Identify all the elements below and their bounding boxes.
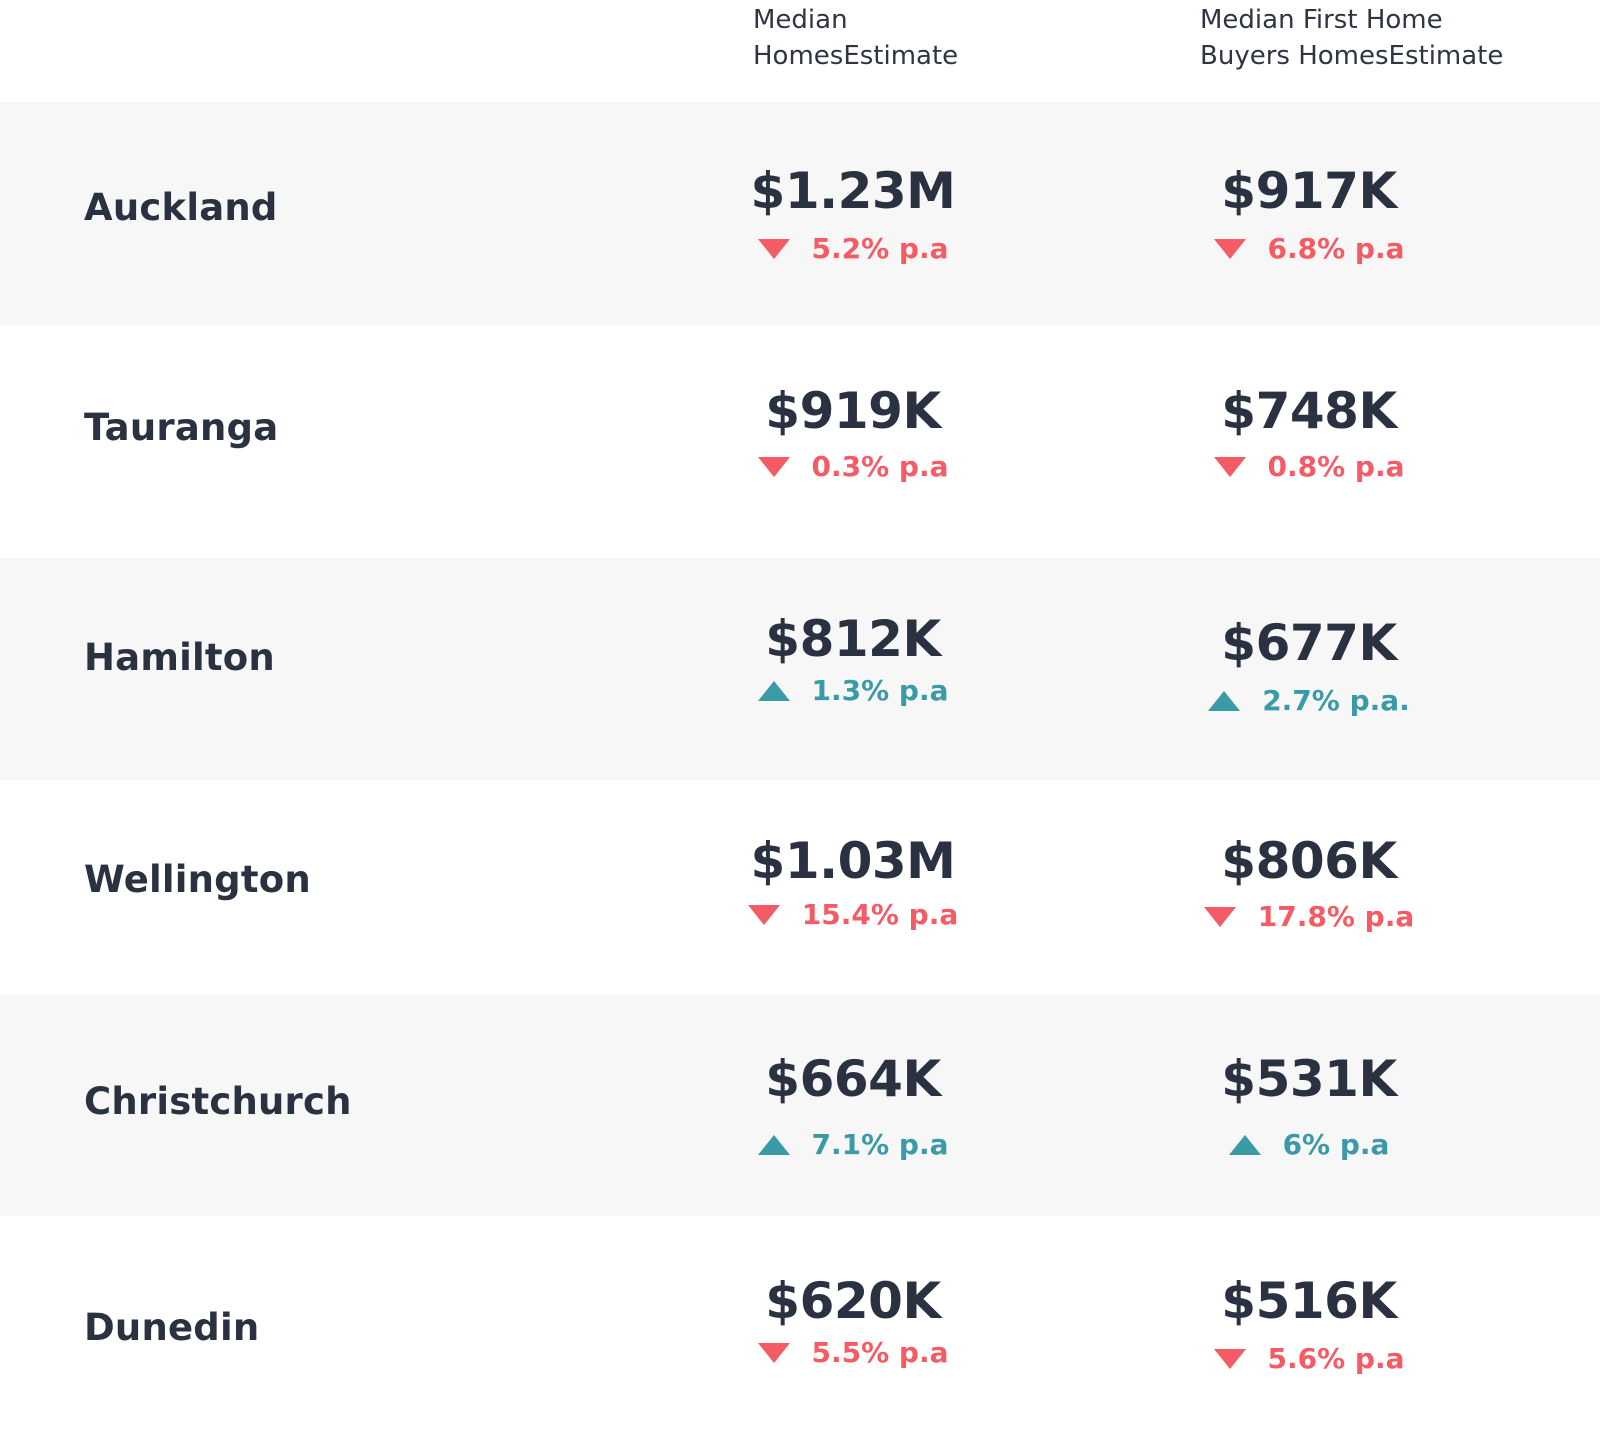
column-header-line: Buyers HomesEstimate	[1200, 41, 1504, 71]
down-triangle-icon	[1213, 456, 1246, 477]
median-change-text: 15.4% p.a	[801, 898, 959, 931]
median-change-text: 1.3% p.a	[811, 674, 949, 707]
first-home-value: $748K	[1221, 382, 1397, 440]
city-name: Dunedin	[84, 1306, 260, 1349]
city-name: Wellington	[84, 858, 311, 901]
first-home-change-text: 17.8% p.a	[1257, 900, 1415, 933]
first-home-change: 6% p.a	[1149, 1128, 1469, 1161]
median-value: $812K	[765, 610, 941, 668]
column-header-line: Median First Home	[1200, 5, 1443, 35]
first-home-change-text: 6% p.a	[1282, 1128, 1390, 1161]
median-value: $919K	[765, 382, 941, 440]
median-value: $664K	[765, 1050, 941, 1108]
first-home-change: 2.7% p.a.	[1149, 684, 1469, 717]
first-home-change: 0.8% p.a	[1149, 450, 1469, 483]
table-row-christchurch: Christchurch $664K 7.1% p.a $531K 6% p.a	[0, 994, 1600, 1216]
first-home-change: 17.8% p.a	[1149, 900, 1469, 933]
column-header-line: Median	[753, 5, 848, 35]
median-change: 0.3% p.a	[693, 450, 1013, 483]
median-change: 1.3% p.a	[693, 674, 1013, 707]
median-value: $1.03M	[750, 832, 956, 890]
first-home-value: $516K	[1221, 1272, 1397, 1330]
median-change-text: 5.5% p.a	[811, 1336, 949, 1369]
down-triangle-icon	[747, 904, 780, 925]
median-value: $620K	[765, 1272, 941, 1330]
median-change: 5.2% p.a	[693, 232, 1013, 265]
column-header-first-home-buyers-homesestimate: Median First Home Buyers HomesEstimate	[1200, 2, 1503, 74]
city-name: Christchurch	[84, 1080, 352, 1123]
first-home-value: $806K	[1221, 832, 1397, 890]
median-change-text: 5.2% p.a	[811, 232, 949, 265]
first-home-value: $917K	[1221, 162, 1397, 220]
median-value: $1.23M	[750, 162, 956, 220]
city-name: Auckland	[84, 186, 278, 229]
up-triangle-icon	[1228, 1134, 1261, 1155]
first-home-value: $531K	[1221, 1050, 1397, 1108]
table-row-tauranga: Tauranga $919K 0.3% p.a $748K 0.8% p.a	[0, 326, 1600, 558]
up-triangle-icon	[1208, 690, 1241, 711]
table-row-wellington: Wellington $1.03M 15.4% p.a $806K 17.8% …	[0, 780, 1600, 994]
table-row-hamilton: Hamilton $812K 1.3% p.a $677K 2.7% p.a.	[0, 558, 1600, 780]
down-triangle-icon	[1213, 1348, 1246, 1369]
city-name: Tauranga	[84, 406, 279, 449]
median-change: 15.4% p.a	[693, 898, 1013, 931]
city-name: Hamilton	[84, 636, 275, 679]
first-home-value: $677K	[1221, 614, 1397, 672]
table-header: Median HomesEstimate Median First Home B…	[0, 0, 1600, 102]
column-header-line: HomesEstimate	[753, 41, 959, 71]
median-change-text: 0.3% p.a	[811, 450, 949, 483]
table-row-dunedin: Dunedin $620K 5.5% p.a $516K 5.6% p.a	[0, 1216, 1600, 1439]
up-triangle-icon	[757, 1134, 790, 1155]
down-triangle-icon	[757, 456, 790, 477]
first-home-change: 5.6% p.a	[1149, 1342, 1469, 1375]
first-home-change-text: 5.6% p.a	[1267, 1342, 1405, 1375]
first-home-change-text: 6.8% p.a	[1267, 232, 1405, 265]
down-triangle-icon	[1213, 238, 1246, 259]
table-row-auckland: Auckland $1.23M 5.2% p.a $917K 6.8% p.a	[0, 102, 1600, 326]
down-triangle-icon	[1203, 906, 1236, 927]
first-home-change-text: 0.8% p.a	[1267, 450, 1405, 483]
column-header-median-homesestimate: Median HomesEstimate	[753, 2, 958, 74]
first-home-change-text: 2.7% p.a.	[1262, 684, 1410, 717]
down-triangle-icon	[757, 1342, 790, 1363]
up-triangle-icon	[757, 680, 790, 701]
first-home-change: 6.8% p.a	[1149, 232, 1469, 265]
median-change: 7.1% p.a	[693, 1128, 1013, 1161]
median-change: 5.5% p.a	[693, 1336, 1013, 1369]
down-triangle-icon	[757, 238, 790, 259]
median-change-text: 7.1% p.a	[811, 1128, 949, 1161]
